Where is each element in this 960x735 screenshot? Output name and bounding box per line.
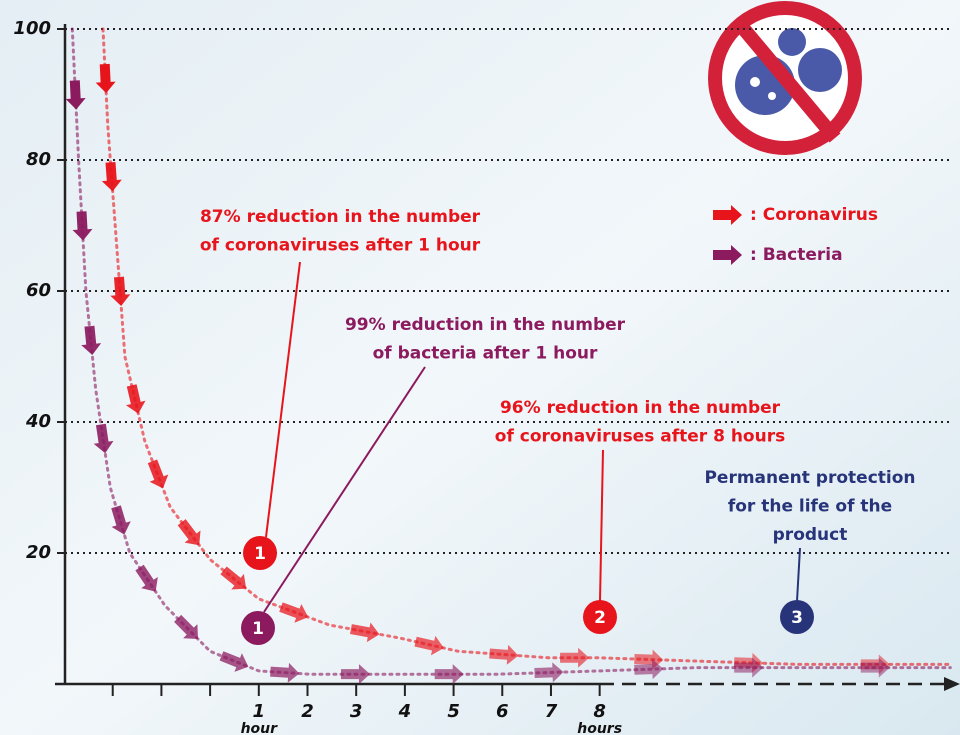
y-tick-label: 60 [26,280,51,301]
x-tick-label: 3 [350,701,363,722]
y-tick-label: 40 [25,411,51,432]
x-tick-label: 7 [545,701,558,722]
annotation-text: Permanent protection [704,468,915,488]
y-tick-label: 80 [26,149,51,170]
callout-number: 2 [594,608,606,628]
x-tick-label: 8 [593,701,606,722]
callout-number: 1 [254,544,266,564]
annotation-text: of coronaviruses after 1 hour [200,236,481,256]
chart: 20 40 60 80 100 1 2 3 4 5 6 7 8 hour hours : Coronaviru… [0,0,960,735]
annotation-text: 96% reduction in the number [500,398,781,418]
y-tick-label: 100 [13,18,51,39]
legend-label: : Coronavirus [750,205,878,225]
annotation-text: 99% reduction in the number [345,315,626,335]
x-tick-label: 4 [398,701,412,722]
annotation-text: of coronaviruses after 8 hours [495,427,785,447]
annotation-text: for the life of the [728,497,892,517]
annotation-text: of bacteria after 1 hour [373,344,598,364]
x-tick-label: 1 [253,701,266,722]
callout-number: 3 [791,608,803,628]
x-unit-label: hour [241,721,279,735]
x-unit-label: hours [577,721,622,735]
legend-label: : Bacteria [750,245,843,265]
x-tick-label: 2 [301,701,314,722]
annotation-text: product [773,525,848,545]
annotation-text: 87% reduction in the number [200,207,481,227]
x-tick-label: 5 [447,701,460,722]
callout-number: 1 [252,619,264,639]
x-tick-label: 6 [496,701,509,722]
y-tick-label: 20 [26,542,51,563]
